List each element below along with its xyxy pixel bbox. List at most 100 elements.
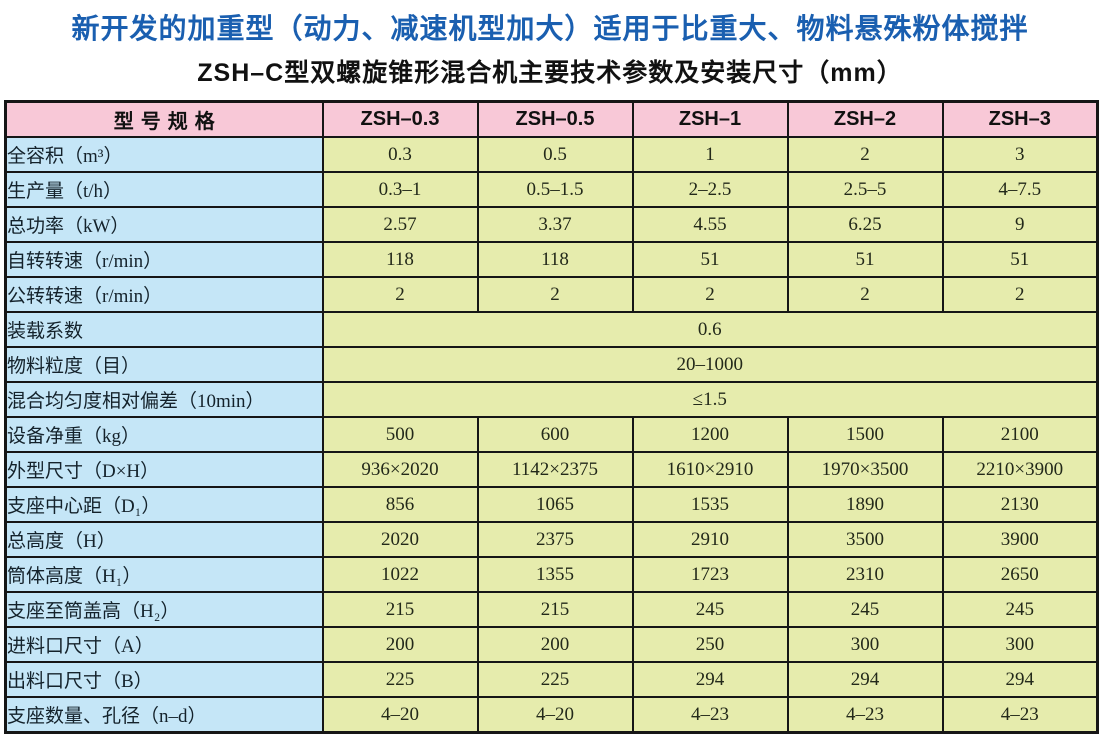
row-label-cell: 出料口尺寸（B） [4,661,324,698]
value-cell: 2 [941,276,1099,313]
value-cell: 1610×2910 [631,451,789,488]
value-cell: 1022 [321,556,479,593]
table-row: 总功率（kW） 2.57 3.37 4.55 6.25 9 [4,206,1099,243]
row-label-cell: 装载系数 [4,311,324,348]
row-label-cell: 自转转速（r/min） [4,241,324,278]
table-header-row: 型号规格 ZSH–0.3 ZSH–0.5 ZSH–1 ZSH–2 ZSH–3 [4,100,1099,138]
value-cell: 294 [786,661,944,698]
value-cell: 1 [631,136,789,173]
row-label-cell: 筒体高度（H₁） [4,556,324,593]
header-cell-model: ZSH–3 [941,100,1099,138]
table-row: 公转转速（r/min） 2 2 2 2 2 [4,276,1099,313]
value-cell: 2310 [786,556,944,593]
table-row: 支座至筒盖高（H₂） 215 215 245 245 245 [4,591,1099,628]
value-cell: 856 [321,486,479,523]
value-cell: 2020 [321,521,479,558]
table-row: 自转转速（r/min） 118 118 51 51 51 [4,241,1099,278]
value-cell: 2100 [941,416,1099,453]
value-cell: 294 [631,661,789,698]
value-cell: 0.5 [476,136,634,173]
value-cell: 1355 [476,556,634,593]
header-cell-spec-label: 型号规格 [4,100,324,138]
value-cell: 4–23 [786,696,944,734]
value-cell: 2 [786,276,944,313]
value-cell: 3.37 [476,206,634,243]
spec-table: 型号规格 ZSH–0.3 ZSH–0.5 ZSH–1 ZSH–2 ZSH–3 全容积（m³… [4,100,1099,734]
row-label-cell: 支座数量、孔径（n–d） [4,696,324,734]
value-cell: 0.5–1.5 [476,171,634,208]
row-label-cell: 公转转速（r/min） [4,276,324,313]
value-cell: 0.3 [321,136,479,173]
value-cell: 4.55 [631,206,789,243]
value-cell: 3500 [786,521,944,558]
table-row: 进料口尺寸（A） 200 200 250 300 300 [4,626,1099,663]
row-label-cell: 设备净重（kg） [4,416,324,453]
value-cell: 0.6 [321,311,1099,348]
value-cell: 4–20 [321,696,479,734]
table-row: 生产量（t/h） 0.3–1 0.5–1.5 2–2.5 2.5–5 4–7.5 [4,171,1099,208]
value-cell: 2 [786,136,944,173]
table-row: 物料粒度（目） 20–1000 [4,346,1099,383]
header-cell-model: ZSH–1 [631,100,789,138]
value-cell: 1723 [631,556,789,593]
value-cell: 1970×3500 [786,451,944,488]
value-cell: 3900 [941,521,1099,558]
table-title: ZSH–C型双螺旋锥形混合机主要技术参数及安装尺寸（mm） [197,59,903,87]
value-cell: 225 [476,661,634,698]
value-cell: 2210×3900 [941,451,1099,488]
value-cell: 936×2020 [321,451,479,488]
value-cell: 9 [941,206,1099,243]
value-cell: 1142×2375 [476,451,634,488]
value-cell: 2.57 [321,206,479,243]
value-cell: 3 [941,136,1099,173]
value-cell: 2375 [476,521,634,558]
row-label-cell: 支座至筒盖高（H₂） [4,591,324,628]
value-cell: 1200 [631,416,789,453]
value-cell: 118 [321,241,479,278]
value-cell: 1890 [786,486,944,523]
value-cell: 118 [476,241,634,278]
page-title: 新开发的加重型（动力、减速机型加大）适用于比重大、物料悬殊粉体搅拌 [71,13,1029,44]
value-cell: 215 [321,591,479,628]
header-cell-model: ZSH–0.5 [476,100,634,138]
value-cell: 2910 [631,521,789,558]
value-cell: 225 [321,661,479,698]
value-cell: 4–7.5 [941,171,1099,208]
table-row: 外型尺寸（D×H） 936×2020 1142×2375 1610×2910 1970×… [4,451,1099,488]
value-cell: 245 [786,591,944,628]
row-label-cell: 混合均匀度相对偏差（10min） [4,381,324,418]
row-label-cell: 总高度（H） [4,521,324,558]
table-row: 支座数量、孔径（n–d） 4–20 4–20 4–23 4–23 4–23 [4,696,1099,734]
value-cell: 1535 [631,486,789,523]
value-cell: ≤1.5 [321,381,1099,418]
row-label-cell: 外型尺寸（D×H） [4,451,324,488]
value-cell: 51 [786,241,944,278]
row-label-cell: 支座中心距（D₁） [4,486,324,523]
value-cell: 2 [631,276,789,313]
table-header: 型号规格 ZSH–0.3 ZSH–0.5 ZSH–1 ZSH–2 ZSH–3 [4,100,1099,138]
value-cell: 2–2.5 [631,171,789,208]
header-cell-model: ZSH–0.3 [321,100,479,138]
value-cell: 600 [476,416,634,453]
header-cell-model: ZSH–2 [786,100,944,138]
value-cell: 4–23 [941,696,1099,734]
table-row: 总高度（H） 2020 2375 2910 3500 3900 [4,521,1099,558]
value-cell: 4–20 [476,696,634,734]
value-cell: 1500 [786,416,944,453]
value-cell: 300 [941,626,1099,663]
row-label-cell: 总功率（kW） [4,206,324,243]
value-cell: 215 [476,591,634,628]
value-cell: 51 [631,241,789,278]
table-row: 支座中心距（D₁） 856 1065 1535 1890 2130 [4,486,1099,523]
value-cell: 4–23 [631,696,789,734]
value-cell: 51 [941,241,1099,278]
value-cell: 245 [631,591,789,628]
value-cell: 250 [631,626,789,663]
value-cell: 1065 [476,486,634,523]
value-cell: 245 [941,591,1099,628]
row-label-cell: 物料粒度（目） [4,346,324,383]
value-cell: 2650 [941,556,1099,593]
table-row: 混合均匀度相对偏差（10min） ≤1.5 [4,381,1099,418]
table-row: 筒体高度（H₁） 1022 1355 1723 2310 2650 [4,556,1099,593]
value-cell: 200 [321,626,479,663]
